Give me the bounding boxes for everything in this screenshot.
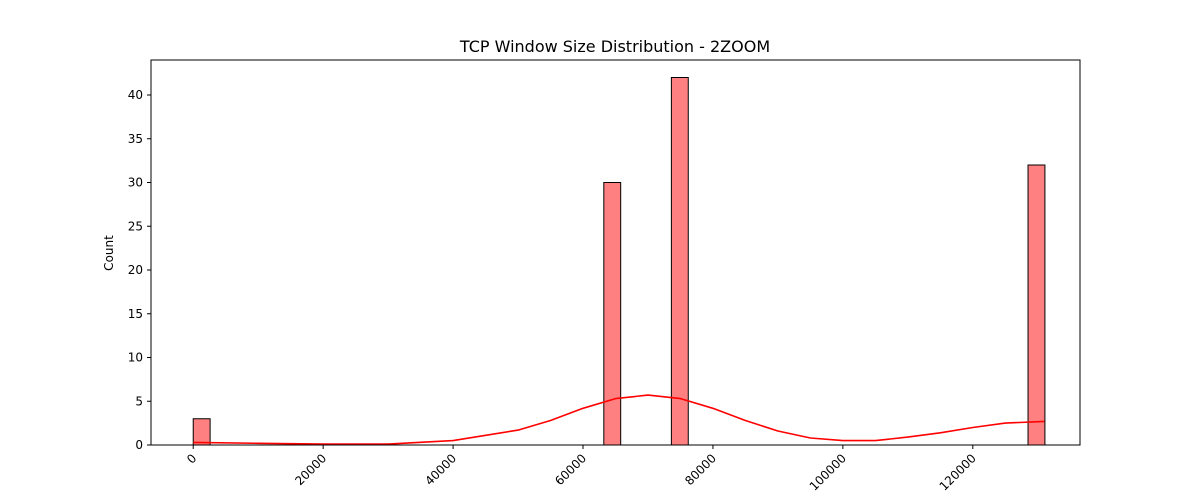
x-tick-label: 100000	[807, 451, 849, 493]
y-tick-label: 35	[128, 132, 143, 146]
plot-frame	[150, 59, 1081, 446]
chart-title: TCP Window Size Distribution - 2ZOOM	[459, 37, 770, 56]
y-tick-label: 5	[135, 394, 143, 408]
histogram-bar-0	[192, 418, 211, 446]
y-tick-label: 40	[128, 88, 143, 102]
x-tick-label: 120000	[937, 451, 979, 493]
y-tick-label: 0	[135, 438, 143, 452]
histogram-bar-3	[1027, 164, 1046, 446]
x-tick-label: 0	[184, 451, 199, 466]
y-axis-label: Count	[102, 235, 116, 271]
x-tick-label: 60000	[552, 451, 589, 488]
kde-layer	[193, 394, 1045, 445]
bars-layer	[192, 77, 1046, 446]
y-tick-label: 25	[128, 219, 143, 233]
y-tick-label: 15	[128, 307, 143, 321]
y-tick-label: 20	[128, 263, 143, 277]
histogram-bar-2	[670, 77, 689, 446]
x-tick-label: 40000	[422, 451, 459, 488]
x-tick-label: 20000	[292, 451, 329, 488]
y-tick-label: 10	[128, 351, 143, 365]
kde-curve	[193, 394, 1045, 445]
x-axis-ticks: 0 20000 40000 60000 80000 100000 120000	[184, 445, 979, 494]
x-tick-label: 80000	[682, 451, 719, 488]
y-axis-ticks: 0 5 10 15 20 25 30 35 40	[128, 88, 151, 452]
histogram-bar-1	[603, 182, 622, 446]
y-tick-label: 30	[128, 176, 143, 190]
